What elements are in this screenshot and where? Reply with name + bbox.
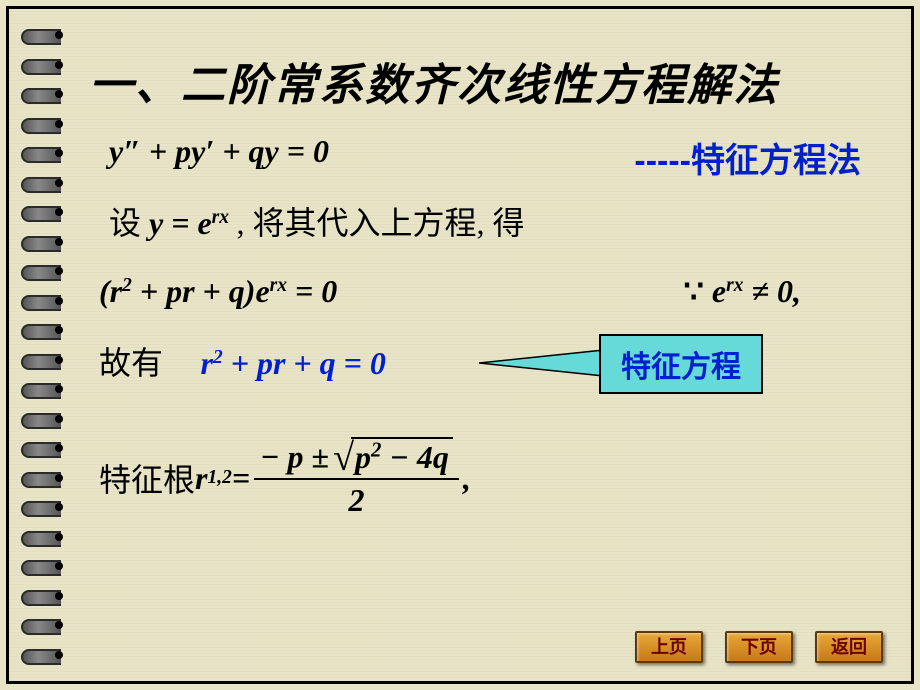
l3-a: (r [99,273,122,309]
spiral-ring [21,324,71,336]
l3-b-sup: rx [270,275,287,296]
subtitle: -----特征方程法 [634,133,861,182]
spiral-ring [21,354,71,366]
sqrt: p2 − 4q [337,438,453,476]
l5-prefix: 特征根 [99,455,195,501]
l5-tail: , [463,460,471,497]
spiral-ring [21,29,71,41]
line-2: 设 y = erx , 将其代入上方程, 得 [109,198,871,244]
l3r-a: e [704,273,726,309]
because-symbol: ∵ [684,273,704,309]
l3r-b: ≠ 0, [743,273,801,309]
subtitle-text: 特征方程法 [691,142,861,180]
spiral-ring [21,295,71,307]
l4-eq: r2 + pr + q = 0 [201,348,386,381]
spiral-ring [21,472,71,484]
spiral-ring [21,118,71,130]
eq-main: y″ + py′ + qy = 0 [109,133,329,169]
equation-row-1: y″ + py′ + qy = 0 -----特征方程法 [109,133,871,170]
page-frame: 一、二阶常系数齐次线性方程解法 y″ + py′ + qy = 0 -----特… [6,6,914,684]
spiral-ring [21,590,71,602]
line-4: 故有 r2 + pr + q = 0 特征方程 [99,338,871,398]
line-3: (r2 + pr + q)erx = 0 ∵ erx ≠ 0, [99,272,871,310]
back-button[interactable]: 返回 [815,631,883,663]
spiral-ring [21,383,71,395]
spiral-ring [21,413,71,425]
slide-title: 一、二阶常系数齐次线性方程解法 [89,49,871,113]
denominator: 2 [254,480,459,519]
callout-box: 特征方程 [599,334,763,394]
l3-c: = 0 [287,273,337,309]
l3-a-sup: 2 [122,275,132,296]
l4-sup: 2 [213,347,223,368]
l3-b: + pr + q)e [132,273,270,309]
subtitle-dashes: ----- [634,142,691,180]
spiral-binding [21,29,71,661]
l5-r: r [195,460,207,497]
spiral-ring [21,442,71,454]
callout-connector [479,348,609,378]
sqrt-b: − 4q [381,439,448,475]
num-a: − p ± [260,439,337,475]
next-button[interactable]: 下页 [725,631,793,663]
spiral-ring [21,560,71,572]
spiral-ring [21,649,71,661]
spiral-ring [21,147,71,159]
l2-math: y = e [149,205,212,241]
l4-a: r [201,345,213,381]
spiral-ring [21,59,71,71]
spiral-ring [21,265,71,277]
callout-text: 特征方程 [621,351,741,384]
l3-right: ∵ erx ≠ 0, [684,272,801,310]
nav-buttons: 上页 下页 返回 [635,631,883,663]
sqrt-a: p [355,439,371,475]
spiral-ring [21,206,71,218]
prev-button[interactable]: 上页 [635,631,703,663]
spiral-ring [21,619,71,631]
l4-prefix: 故有 [99,345,163,381]
l2-exp: rx [212,207,229,228]
sqrt-sup: 2 [371,438,381,461]
sqrt-content: p2 − 4q [351,437,453,475]
spiral-ring [21,236,71,248]
l2-suffix: , 将其代入上方程, 得 [237,205,525,241]
fraction: − p ± p2 − 4q 2 [254,438,459,519]
slide-content: 一、二阶常系数齐次线性方程解法 y″ + py′ + qy = 0 -----特… [89,49,871,621]
numerator: − p ± p2 − 4q [254,438,459,480]
l3r-sup: rx [726,275,743,296]
l5-sub: 1,2 [207,467,231,489]
spiral-ring [21,501,71,513]
spiral-ring [21,88,71,100]
l3-left: (r2 + pr + q)erx = 0 [99,273,337,310]
spiral-ring [21,177,71,189]
l4-b: + pr + q = 0 [223,345,386,381]
line-5: 特征根 r1,2 = − p ± p2 − 4q 2 , [99,438,871,519]
l5-eq: = [232,460,250,497]
spiral-ring [21,531,71,543]
l2-prefix: 设 [109,205,149,241]
